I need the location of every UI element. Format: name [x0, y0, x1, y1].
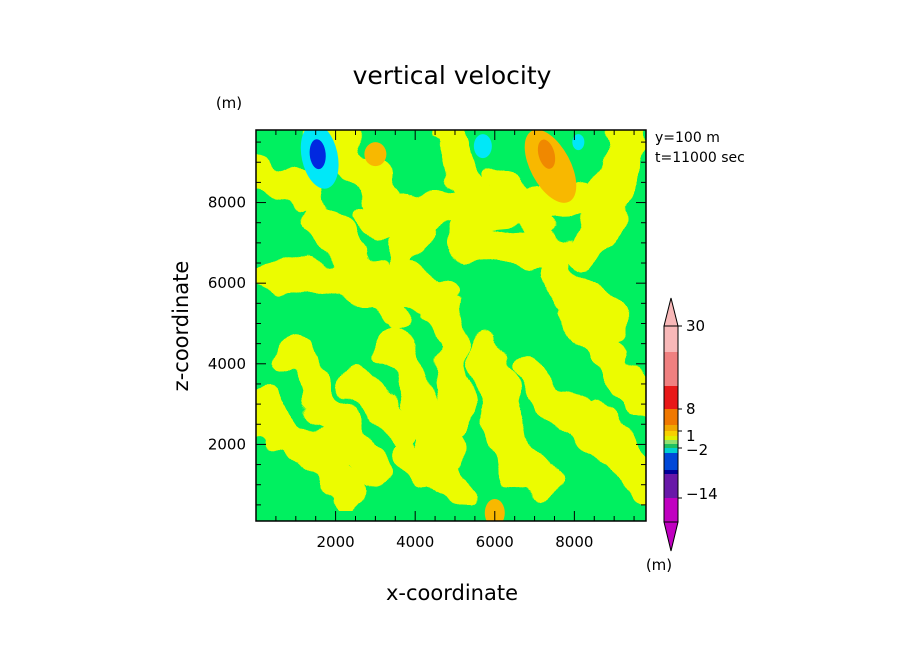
colorbar-label: −14 — [686, 485, 718, 503]
x-tick-label: 4000 — [396, 533, 434, 551]
colorbar-segment — [664, 431, 678, 436]
y-tick-label: 6000 — [208, 274, 246, 292]
colorbar-bottom-triangle — [663, 521, 679, 552]
updraft-cell-small — [364, 142, 387, 167]
weak-updraft-band — [256, 156, 329, 212]
y-axis-label: z-coordinate — [169, 261, 193, 392]
info-line-position: y=100 m — [655, 130, 720, 146]
colorbar-segment — [664, 386, 678, 409]
weak-updraft-band — [557, 290, 646, 418]
colorbar-label: 8 — [686, 400, 696, 418]
weak-updraft-band — [278, 338, 393, 494]
weak-updraft-band — [449, 221, 576, 276]
colorbar-segment — [664, 326, 678, 352]
updraft-cell-bottom — [484, 498, 505, 521]
plot-frame — [255, 129, 647, 522]
downdraft-core — [309, 139, 326, 170]
weak-updraft-band — [256, 258, 457, 309]
y-tick-label: 4000 — [208, 355, 246, 373]
downdraft-cell-tiny — [572, 134, 585, 151]
y-axis-unit: (m) — [216, 94, 242, 112]
weak-updraft-regions — [256, 130, 646, 510]
weak-updraft-band — [537, 258, 632, 341]
x-tick-label: 8000 — [555, 533, 593, 551]
y-tick-label: 8000 — [208, 194, 246, 212]
colorbar-segment — [664, 440, 678, 444]
colorbar-label: 1 — [686, 427, 696, 445]
colorbar-unit: (m) — [646, 556, 672, 574]
weak-updraft-band — [310, 130, 405, 216]
weak-updraft-band — [577, 403, 646, 506]
weak-updraft-band — [390, 431, 480, 510]
info-line-time: t=11000 sec — [655, 150, 745, 166]
colorbar-top-triangle — [663, 297, 679, 327]
weak-updraft-band — [342, 366, 417, 442]
updraft-core — [537, 139, 556, 169]
weak-updraft-band — [569, 130, 646, 268]
colorbar-segment — [664, 474, 678, 498]
x-tick-label: 2000 — [316, 533, 354, 551]
strong-features — [300, 130, 585, 521]
x-axis-label: x-coordinate — [386, 581, 518, 605]
colorbar: 30 8 1−2 −14 — [663, 297, 718, 552]
colorbar-segment — [664, 352, 678, 386]
weak-updraft-band — [378, 330, 465, 470]
info-box: y=100 m t=11000 sec — [655, 130, 745, 166]
colorbar-label: −2 — [686, 441, 708, 459]
colorbar-segment — [664, 448, 678, 453]
colorbar-frame — [663, 325, 679, 523]
colorbar-segment — [664, 409, 678, 425]
colorbar-segment — [664, 498, 678, 522]
x-axis-ticks: 2000 4000 6000 8000 — [275, 130, 635, 551]
weak-updraft-band — [485, 165, 560, 244]
chart-title: vertical velocity — [353, 61, 552, 90]
colorbar-segment — [664, 470, 678, 474]
colorbar-label: 30 — [686, 317, 705, 335]
colorbar-segment — [664, 436, 678, 440]
y-tick-label: 2000 — [208, 435, 246, 453]
x-tick-label: 6000 — [476, 533, 514, 551]
contour-field — [256, 130, 646, 521]
weak-updraft-band — [256, 403, 361, 474]
colorbar-segment — [664, 425, 678, 431]
colorbar-segment — [664, 453, 678, 470]
colorbar-segment — [664, 444, 678, 448]
weak-updraft-band — [489, 415, 560, 502]
y-axis-ticks: 2000 4000 6000 8000 — [208, 141, 646, 506]
weak-updraft-band — [430, 130, 488, 208]
axes: 2000 4000 6000 8000 2000 4000 6000 8000 — [208, 129, 647, 551]
weak-updraft-band — [350, 181, 600, 236]
weak-updraft-band — [426, 298, 476, 438]
downdraft-cell-small — [473, 134, 492, 159]
